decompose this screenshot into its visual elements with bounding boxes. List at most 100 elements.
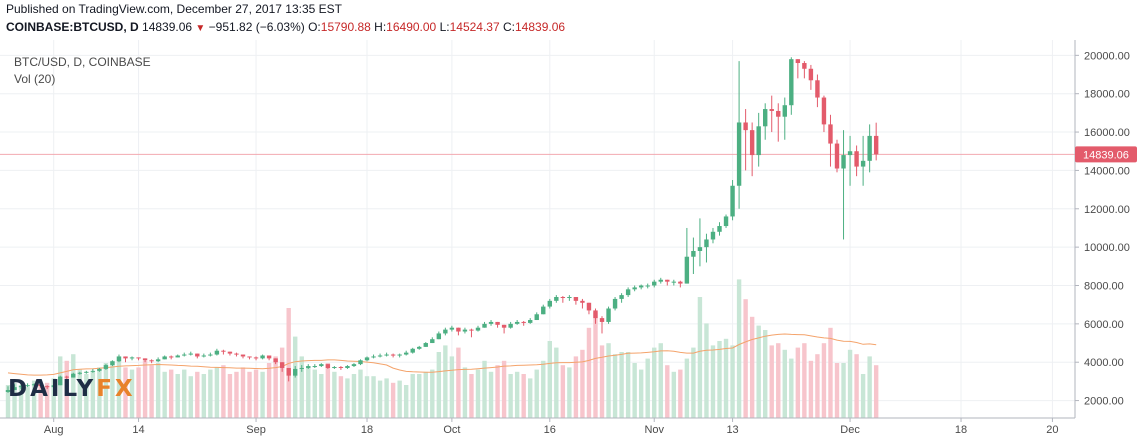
volume-bar (175, 374, 180, 418)
candle-body (449, 327, 455, 330)
candle-body (456, 327, 461, 332)
volume-bar (684, 358, 690, 418)
volume-bar (782, 349, 787, 418)
volume-bar (854, 354, 859, 418)
candle-body (717, 226, 722, 232)
candle-body (129, 357, 135, 359)
volume-bar (325, 363, 331, 418)
close-label: C: (503, 20, 515, 34)
legend-volume[interactable]: Vol (20) (14, 72, 56, 86)
candle-body (854, 151, 859, 167)
candle-body (293, 368, 298, 376)
candle-body (31, 384, 37, 386)
candle-body (345, 366, 350, 368)
x-tick-label: 18 (955, 424, 967, 436)
volume-bar (234, 371, 239, 418)
volume-bar (495, 365, 500, 418)
volume-bar (12, 382, 17, 418)
volume-bar (129, 369, 135, 418)
last-price: 14839.06 (142, 20, 193, 34)
volume-bars (5, 279, 879, 418)
candle-body (554, 297, 559, 301)
volume-bar (364, 376, 370, 418)
candle-body (175, 355, 180, 358)
candle-body (201, 355, 207, 357)
candle-body (319, 364, 324, 367)
x-tick-label: 13 (726, 424, 738, 436)
volume-bar (390, 382, 396, 418)
volume-bar (606, 343, 611, 418)
volume-bar (802, 343, 807, 418)
volume-bar (319, 374, 324, 418)
candle-body (168, 356, 174, 358)
candle-body (149, 360, 154, 362)
legend-title[interactable]: BTC/USD, D, COINBASE (14, 55, 151, 69)
volume-bar (619, 352, 624, 418)
candle-body (534, 314, 539, 321)
candle-body (789, 59, 794, 106)
x-tick-label: Sep (246, 424, 266, 436)
volume-bar (5, 385, 11, 418)
volume-bar (541, 360, 546, 418)
volume-bar (58, 356, 63, 418)
close-value: 14839.06 (515, 20, 566, 34)
time-axis[interactable]: Aug 14 Sep 18 Oct 16 Nov 13 Dec 18 20 (44, 418, 1059, 436)
volume-bar (436, 352, 442, 418)
volume-bar (488, 371, 494, 418)
x-tick-label: Oct (443, 424, 460, 436)
candle-body (815, 80, 820, 98)
candle-body (704, 239, 709, 248)
volume-bar (71, 354, 76, 418)
candle-body (44, 386, 50, 388)
volume-bar (397, 380, 402, 418)
candle-body (743, 122, 748, 131)
volume-bar (776, 343, 781, 418)
candle-body (795, 59, 801, 64)
candle-body (403, 352, 409, 355)
volume-bar (560, 365, 566, 418)
candle-body (645, 285, 650, 287)
volume-bar (18, 385, 24, 418)
candle-body (84, 371, 89, 373)
candle-body (684, 256, 690, 284)
x-tick-label: Nov (644, 424, 664, 436)
candle-body (58, 376, 63, 386)
candle-body (541, 306, 546, 315)
candlestick-series (5, 57, 879, 393)
candle-body (266, 355, 272, 359)
volume-bar (612, 354, 618, 418)
candle-body (469, 329, 474, 331)
last-price-tag-label: 14839.06 (1083, 149, 1129, 161)
volume-bar (449, 356, 455, 418)
y-tick-label: 10000.00 (1084, 242, 1130, 254)
volume-bar (116, 356, 122, 418)
candle-body (116, 356, 122, 362)
candle-body (312, 366, 317, 368)
volume-bar (873, 365, 879, 418)
candle-body (652, 281, 657, 286)
volume-bar (508, 374, 513, 418)
last-price-tag-bg (1075, 146, 1137, 163)
candle-body (240, 354, 246, 357)
volume-bar (789, 358, 794, 418)
volume-bar (756, 325, 761, 418)
price-axis[interactable]: 2000.00 4000.00 6000.00 8000.00 10000.00 1200… (1075, 50, 1130, 408)
volume-bar (410, 374, 415, 418)
volume-bar (253, 369, 259, 418)
candle-body (253, 357, 259, 359)
symbol-ohlc-line: COINBASE:BTCUSD, D 14839.06 ▼ −951.82 (−… (6, 20, 565, 34)
volume-bar (142, 360, 148, 418)
candle-body (188, 353, 193, 355)
x-tick-label: 18 (361, 424, 373, 436)
volume-bar (195, 371, 200, 418)
y-tick-label: 6000.00 (1084, 319, 1124, 331)
candle-body (560, 297, 566, 299)
candle-body (586, 302, 592, 311)
volume-bar (547, 341, 552, 418)
candle-body (723, 216, 729, 227)
x-tick-label: Dec (840, 424, 860, 436)
candle-body (495, 321, 500, 325)
candle-body (123, 356, 128, 359)
candle-body (828, 124, 833, 144)
